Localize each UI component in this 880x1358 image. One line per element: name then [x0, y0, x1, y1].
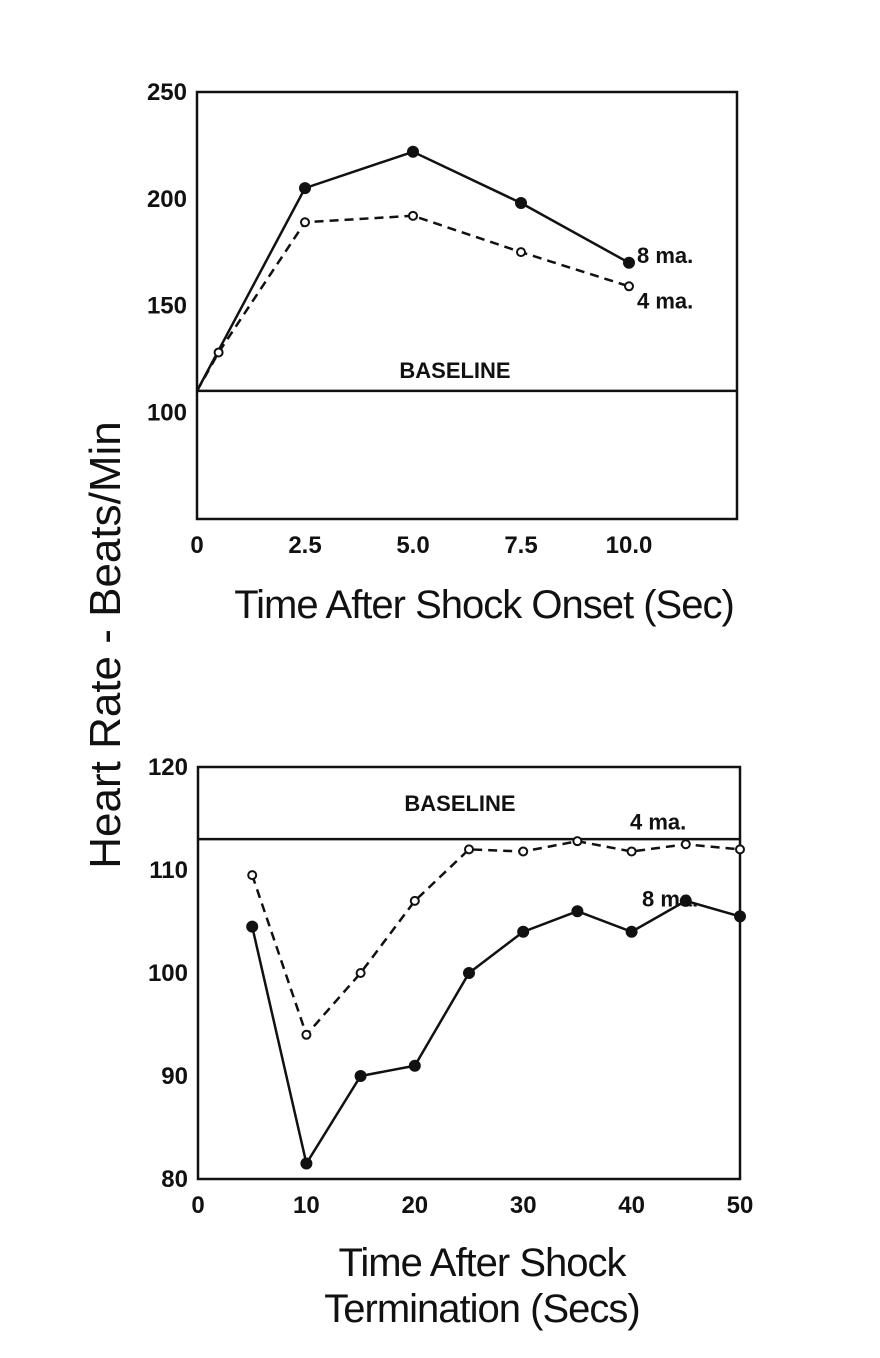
series-line-8-ma- [195, 150, 630, 392]
y-tick-label: 80 [161, 1166, 188, 1193]
chart-time-after-shock-onset: BASELINE Time After Shock Onset (Sec) 10… [147, 79, 739, 627]
plot-frame-bottom [196, 765, 742, 1181]
data-point [626, 846, 637, 857]
baseline-label-bottom: BASELINE [404, 791, 515, 816]
x-tick-label: 30 [510, 1192, 537, 1219]
data-point [409, 895, 420, 906]
x-tick-label: 0 [190, 532, 203, 559]
data-point [735, 844, 745, 855]
data-point [624, 281, 634, 292]
data-point [625, 925, 638, 938]
data-point [354, 1070, 367, 1082]
data-point [734, 910, 746, 923]
data-point [408, 210, 418, 221]
series-label: 4 ma. [630, 809, 686, 834]
data-point [515, 197, 527, 210]
x-axis-label-bottom-line1: Time After Shock [338, 1241, 627, 1285]
y-tick-label: 200 [147, 186, 187, 213]
series-line-4-ma- [195, 214, 630, 392]
data-point [464, 844, 474, 855]
x-tick-label: 50 [727, 1192, 754, 1219]
x-tick-label: 10.0 [606, 532, 653, 559]
series-label: 8 ma. [642, 886, 698, 911]
data-point [246, 920, 259, 933]
y-tick-label: 250 [147, 79, 187, 106]
x-tick-label: 40 [618, 1192, 645, 1219]
data-point [679, 894, 692, 907]
x-axis-label-top: Time After Shock Onset (Sec) [234, 583, 734, 627]
x-axis-label-bottom-line2: Termination (Secs) [324, 1287, 639, 1331]
x-tick-label: 2.5 [288, 532, 321, 559]
data-point [300, 1157, 313, 1170]
data-point [299, 182, 311, 195]
baseline-label-top: BASELINE [399, 358, 510, 383]
plot-frame-top [195, 90, 739, 521]
x-tick-label: 5.0 [396, 532, 429, 559]
data-point [572, 836, 583, 847]
y-tick-label: 90 [161, 1063, 188, 1090]
chart-time-after-shock-termination: BASELINE Time After Shock Termination (S… [148, 754, 753, 1331]
data-point [213, 347, 224, 358]
data-point [463, 967, 475, 979]
x-tick-label: 0 [191, 1192, 204, 1219]
series-line-4-ma- [251, 839, 741, 1038]
series-line-8-ma- [250, 899, 741, 1167]
y-tick-label: 120 [148, 754, 188, 781]
data-point [300, 217, 310, 228]
data-point [355, 968, 366, 978]
x-tick-label: 7.5 [504, 532, 537, 559]
data-point [301, 1029, 312, 1040]
y-tick-label: 100 [147, 399, 187, 426]
y-tick-label: 150 [147, 293, 187, 320]
x-tick-label: 10 [293, 1192, 320, 1219]
series-label: 4 ma. [637, 288, 693, 313]
data-point [408, 1059, 421, 1072]
data-point [247, 870, 258, 881]
y-axis-label: Heart Rate - Beats/Min [81, 421, 130, 869]
data-point [623, 256, 635, 269]
y-tick-label: 100 [148, 960, 188, 987]
data-point [680, 839, 691, 850]
y-tick-label: 110 [149, 857, 188, 884]
data-point [518, 846, 529, 857]
data-point [407, 145, 419, 158]
series-label: 8 ma. [637, 243, 693, 268]
data-point [516, 247, 526, 258]
x-tick-label: 20 [401, 1192, 428, 1219]
data-point [571, 905, 584, 918]
data-point [517, 925, 530, 938]
